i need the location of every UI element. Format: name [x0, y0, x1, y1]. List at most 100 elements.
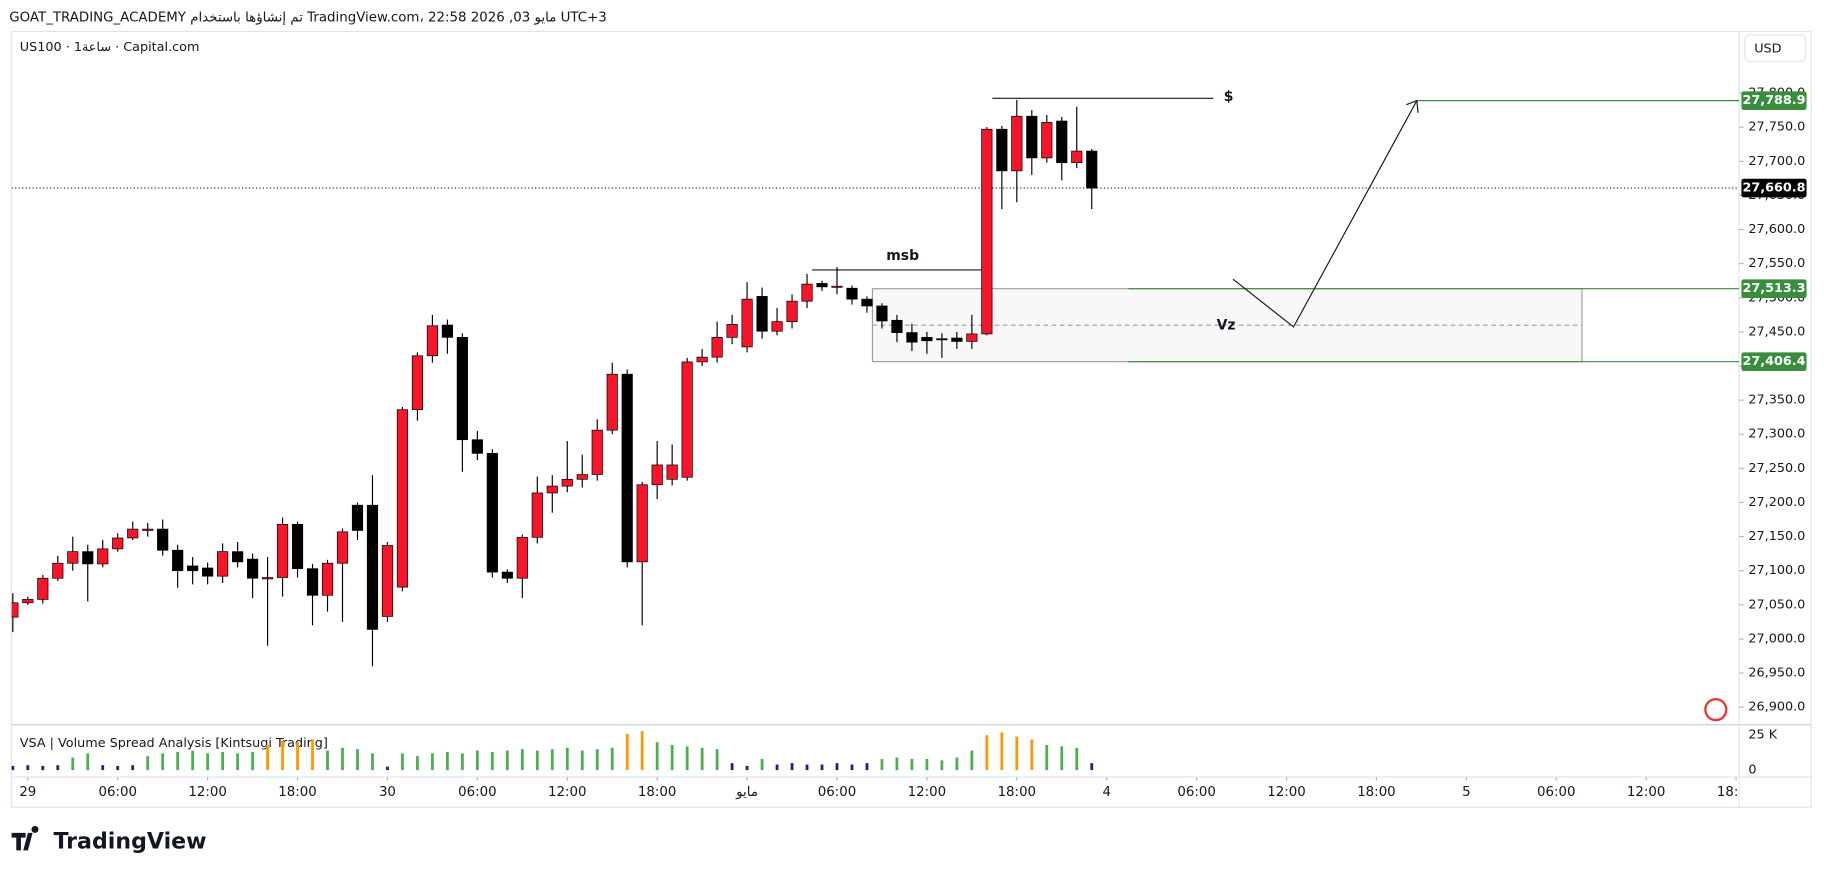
candle-body: [876, 305, 888, 322]
x-tick-label: 06:00: [1177, 785, 1216, 800]
volume-bar: [1030, 739, 1034, 771]
candle-body: [501, 571, 513, 579]
candle-body: [291, 523, 304, 570]
volume-bar: [910, 758, 914, 771]
volume-bar: [131, 765, 135, 771]
volume-bar: [775, 764, 779, 771]
candle-body: [696, 356, 708, 363]
plot-area: [11, 97, 1740, 771]
volume-bar: [1045, 744, 1049, 771]
volume-bar: [116, 765, 120, 771]
candle-body: [11, 602, 19, 618]
x-tick-label: 29: [19, 785, 36, 800]
x-tick-label: 18:00: [1357, 785, 1395, 800]
indicator-title: VSA | Volume Spread Analysis [Kintsugi T…: [20, 736, 328, 751]
time-axis: 29 06:00 12:00 18:00 30 06:00 12:00 18:00 مايو 06…: [19, 777, 1756, 800]
volume-bar: [206, 753, 210, 771]
candle-body: [67, 551, 79, 564]
candle-body: [366, 504, 379, 630]
flag-icon[interactable]: [1704, 697, 1728, 722]
candle-body: [127, 528, 139, 539]
volume-bar: [11, 765, 15, 771]
price-tag: [1741, 279, 1807, 299]
y-tick-label: 27,150.0: [1748, 529, 1805, 544]
candle-body: [531, 492, 543, 538]
zone-label: Vz: [1217, 318, 1236, 334]
volume-bar: [1060, 746, 1064, 771]
candle-body: [951, 337, 963, 342]
y-tick-label: 27,200.0: [1748, 495, 1805, 510]
y-tick-label: 27,550.0: [1748, 256, 1805, 271]
volume-bar: [86, 753, 90, 771]
volume-bar: [386, 766, 389, 771]
y-tick-label: 26,950.0: [1748, 666, 1805, 681]
volume-bar: [535, 750, 539, 771]
volume-bar: [685, 746, 689, 771]
volume-bar: [296, 742, 299, 771]
candle-body: [202, 567, 214, 577]
candle-body: [471, 439, 483, 454]
volume-bar: [490, 751, 494, 771]
price-tag-label: 27,788.9: [1742, 93, 1805, 108]
currency-label[interactable]: USD: [1754, 41, 1781, 56]
candle-body: [456, 337, 468, 441]
candle-body: [321, 562, 334, 596]
volume-bar: [71, 757, 75, 771]
x-tick-label: 18:00: [1717, 785, 1756, 800]
price-tag-label: 27,660.8: [1742, 181, 1805, 196]
volume-bar: [970, 750, 974, 771]
x-tick-label: 06:00: [458, 785, 497, 800]
volume-bar: [700, 747, 704, 771]
price-tag-label: 27,513.3: [1742, 281, 1805, 296]
logo-icon: [11, 825, 39, 851]
candle-body: [486, 453, 498, 573]
volume-bar: [431, 753, 434, 771]
candle-body: [711, 337, 723, 358]
currency-button[interactable]: [1744, 34, 1806, 63]
volume-bar: [191, 750, 195, 771]
candle-body: [666, 464, 678, 480]
volume-bar: [865, 763, 869, 771]
candle-body: [561, 478, 573, 487]
volume-bar: [955, 757, 959, 771]
x-tick-label: مايو: [735, 785, 758, 800]
candle-body: [1056, 120, 1068, 164]
volume-bar: [880, 758, 884, 771]
candle-body: [1011, 115, 1023, 172]
volume-bar: [56, 765, 60, 771]
candle-body: [441, 324, 453, 338]
candle-body: [606, 373, 618, 431]
x-tick-label: 06:00: [1537, 785, 1575, 800]
candle-body: [726, 324, 738, 338]
volume-bar: [445, 751, 449, 771]
candle-body: [936, 338, 948, 341]
candle-body: [247, 558, 259, 579]
volume-bar: [895, 757, 899, 771]
x-tick-label: 18:00: [638, 785, 677, 800]
y-tick-label: 27,300.0: [1748, 427, 1805, 442]
candle-body: [801, 283, 813, 302]
y-tick-label: 27,250.0: [1748, 461, 1805, 476]
volume-bar: [985, 735, 989, 771]
candle-body: [846, 287, 858, 300]
volume-bar: [266, 744, 269, 771]
candle-body: [996, 128, 1008, 172]
volume-tick-label: 25 K: [1748, 728, 1777, 743]
candle-body: [861, 298, 873, 307]
x-tick-label: 06:00: [818, 785, 857, 800]
candle-body: [261, 577, 274, 580]
candle-body: [681, 361, 693, 478]
candle-body: [516, 536, 528, 579]
candle-body: [37, 577, 49, 600]
volume-bar: [925, 758, 929, 771]
volume-bar: [835, 763, 839, 771]
candle-body: [142, 528, 154, 531]
logo: TradingView: [11, 825, 207, 855]
volume-bar: [850, 764, 854, 771]
volume-bar: [1090, 763, 1094, 771]
candle-body: [891, 319, 903, 333]
candle-body: [591, 429, 603, 475]
volume-bar: [940, 760, 944, 771]
volume-bar: [356, 749, 359, 771]
candle-body: [831, 285, 843, 288]
